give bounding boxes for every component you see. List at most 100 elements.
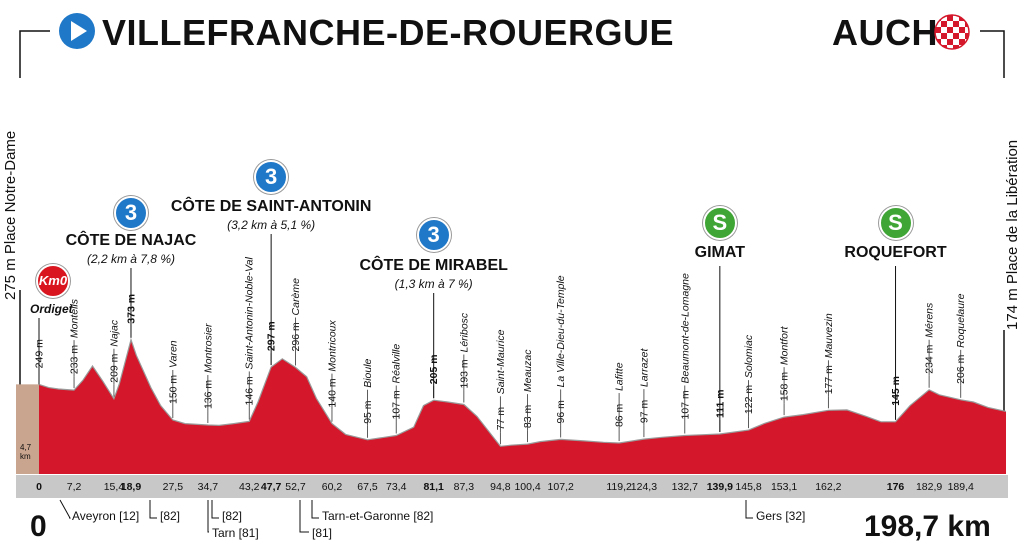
altitude-label: 146 m: [244, 376, 256, 405]
department-boundary-line: [211, 500, 219, 519]
department-boundary-line: [149, 500, 157, 519]
start-play-icon: [59, 13, 95, 49]
altitude-label: 136 m: [202, 380, 214, 409]
place-name-label: Saint-Antonin-Noble-Val: [244, 257, 256, 370]
place-name-label: Montfort: [779, 326, 791, 366]
altitude-label: 77 m: [495, 407, 507, 431]
km-tick-label: 15,4: [104, 481, 125, 493]
km-tick-label: 73,4: [386, 481, 407, 493]
sprint-name-label: GIMAT: [694, 244, 746, 261]
km-tick-label: 67,5: [357, 481, 378, 493]
checkered-square: [953, 21, 959, 27]
km-tick-label: 119,2: [606, 481, 632, 493]
checkered-square: [965, 45, 969, 49]
checkered-square: [953, 45, 959, 49]
altitude-label: 140 m: [326, 378, 338, 407]
elevation-profile-area: [39, 339, 1006, 474]
department-label: Gers [32]: [756, 509, 806, 523]
start-town-title: VILLEFRANCHE-DE-ROUERGUE: [102, 12, 675, 53]
km-tick-label: 43,2: [239, 481, 260, 493]
department-boundary-line: [311, 500, 319, 519]
km-tick-label: 145,8: [735, 481, 761, 493]
km-tick-label: 162,2: [815, 481, 841, 493]
place-name-label: Saint-Maurice: [495, 329, 507, 394]
department-label: [82]: [222, 509, 243, 523]
km-tick-label: 87,3: [454, 481, 475, 493]
checkered-square: [965, 33, 969, 39]
altitude-label: 296 m: [290, 322, 302, 351]
km-tick-label: 7,2: [67, 481, 82, 493]
total-distance-label: 198,7 km: [864, 510, 991, 543]
km-tick-label: 107,2: [548, 481, 574, 493]
km-tick-label: 94,8: [490, 481, 511, 493]
start-altitude: 275 m: [2, 258, 19, 300]
km-band: [16, 474, 1008, 498]
department-boundary-line: [745, 500, 753, 519]
altitude-label: 86 m: [614, 403, 626, 427]
department-boundary-line: [299, 500, 309, 533]
altitude-label: 177 m: [823, 365, 835, 394]
km-tick-label: 124,3: [631, 481, 657, 493]
finish-checkered-flag-icon: [934, 14, 970, 50]
km-tick-label: 100,4: [514, 481, 540, 493]
km-tick-label: 81,1: [423, 481, 444, 493]
place-name-label: Roquelaure: [955, 293, 967, 347]
km-tick-label: 176: [887, 481, 905, 493]
checkered-square: [935, 27, 941, 33]
sprint-badge: S: [702, 206, 737, 240]
altitude-label: 107 m: [679, 390, 691, 419]
climb-category-badge: 3: [254, 160, 289, 194]
altitude-label: 83 m: [522, 405, 534, 429]
checkered-square: [941, 21, 947, 27]
finish-town-title: AUCH: [832, 12, 938, 53]
checkered-square: [941, 33, 947, 39]
km-tick-label: 27,5: [163, 481, 184, 493]
checkered-square: [947, 39, 953, 45]
place-name-label: Mérens: [924, 302, 936, 338]
altitude-label: 122 m: [743, 385, 755, 414]
km-band-top-line: [16, 473, 1008, 475]
km-tick-label: 132,7: [672, 481, 698, 493]
checkered-square: [947, 27, 953, 33]
finish-altitude: 174 m: [1004, 288, 1021, 330]
km-tick-label: 0: [36, 481, 42, 493]
department-label: Tarn [81]: [212, 526, 259, 540]
place-name-label: Lafitte: [614, 362, 626, 391]
place-name-label: La Ville-Dieu-du-Temple: [555, 275, 567, 387]
place-name-label: Najac: [108, 319, 120, 347]
altitude-label: 234 m: [924, 344, 936, 373]
place-name-label: Solomiac: [743, 334, 755, 378]
km-tick-label: 189,4: [948, 481, 974, 493]
km0-place-label: Ordiget: [30, 302, 73, 316]
finish-altitude-place-label: 174 m Place de la Libération: [1004, 140, 1021, 330]
checkered-square: [965, 21, 969, 27]
climb-name-label: CÔTE DE MIRABEL: [359, 257, 508, 274]
km-tick-label: 139,9: [707, 481, 733, 493]
start-altitude-place-label: 275 m Place Notre-Dame: [2, 131, 19, 300]
place-name-label: Varen: [167, 340, 179, 368]
climb-name-label: CÔTE DE SAINT-ANTONIN: [170, 198, 372, 215]
climb-detail-label: (3,2 km à 5,1 %): [227, 218, 316, 232]
checkered-square: [947, 15, 953, 21]
neutral-zone-distance-label: 4,7 km: [20, 443, 32, 461]
climb-detail-label: (2,2 km à 7,8 %): [86, 252, 175, 266]
climb-category-badge: 3: [416, 218, 451, 252]
altitude-label: 158 m: [779, 372, 791, 401]
altitude-label: 193 m: [458, 359, 470, 388]
km0-badge: Km0: [36, 264, 70, 298]
place-name-label: Réalville: [391, 344, 403, 384]
place-name-label: Larrazet: [638, 347, 650, 387]
km-tick-label: 52,7: [285, 481, 306, 493]
place-name-label: Montricoux: [326, 319, 338, 371]
altitude-label: 206 m: [955, 354, 967, 383]
department-label: Tarn-et-Garonne [82]: [322, 509, 434, 523]
checkered-square: [959, 27, 965, 33]
start-km-label: 0: [30, 510, 47, 543]
place-name-label: Bioule: [362, 358, 374, 387]
department-label: Aveyron [12]: [72, 509, 140, 523]
finish-place: Place de la Libération: [1004, 139, 1021, 285]
altitude-label: 107 m: [391, 390, 403, 419]
altitude-label: 97 m: [638, 399, 650, 423]
altitude-label: 209 m: [108, 353, 120, 382]
